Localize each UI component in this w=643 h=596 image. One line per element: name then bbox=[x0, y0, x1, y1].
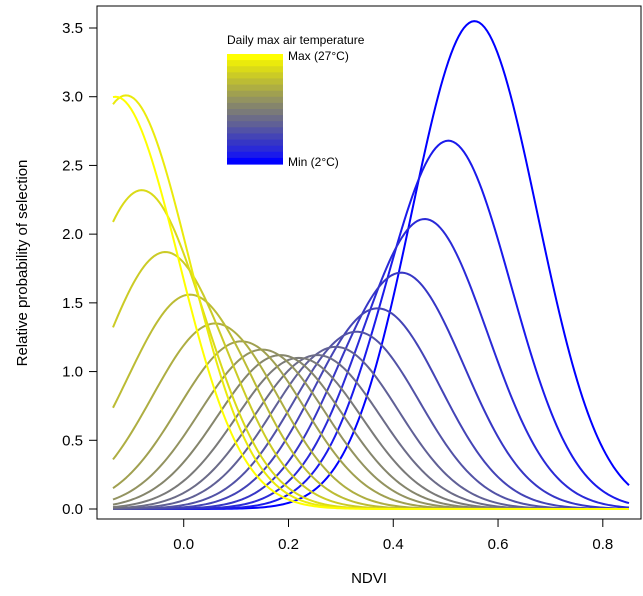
legend-band bbox=[227, 78, 283, 86]
legend-band bbox=[227, 121, 283, 128]
y-tick-label: 0.0 bbox=[62, 501, 83, 518]
y-axis: 0.0 0.5 1.0 1.5 2.0 2.5 3.0 3.5 bbox=[62, 20, 98, 518]
series-line-4 bbox=[113, 271, 630, 510]
legend-band bbox=[227, 133, 283, 141]
legend-band bbox=[227, 72, 283, 80]
series-line-18 bbox=[112, 95, 629, 510]
legend-band bbox=[227, 60, 283, 67]
y-tick-label: 3.0 bbox=[62, 89, 83, 106]
y-tick-label: 0.5 bbox=[62, 432, 83, 449]
legend-band bbox=[227, 127, 283, 135]
series-line-6 bbox=[112, 330, 630, 510]
x-tick-label: 0.8 bbox=[592, 536, 613, 553]
legend: Daily max air temperature Max (27°C) Min… bbox=[227, 33, 365, 169]
legend-band bbox=[227, 157, 283, 165]
x-axis: 0.0 0.2 0.4 0.6 0.8 bbox=[173, 518, 613, 553]
legend-band bbox=[227, 115, 283, 122]
y-tick-label: 1.5 bbox=[62, 295, 83, 312]
y-tick-label: 2.5 bbox=[62, 157, 83, 174]
legend-band bbox=[227, 109, 283, 116]
legend-band bbox=[227, 145, 283, 153]
legend-band bbox=[227, 84, 283, 92]
legend-band bbox=[227, 102, 283, 110]
legend-band bbox=[227, 54, 283, 61]
legend-band bbox=[227, 151, 283, 159]
legend-min-label: Min (2°C) bbox=[288, 155, 339, 169]
series-line-5 bbox=[113, 307, 630, 510]
y-tick-label: 2.0 bbox=[62, 226, 83, 243]
y-tick-label: 3.5 bbox=[62, 20, 83, 37]
legend-bands bbox=[227, 54, 283, 165]
x-tick-label: 0.4 bbox=[383, 536, 404, 553]
legend-band bbox=[227, 66, 283, 73]
legend-band bbox=[227, 96, 283, 104]
legend-max-label: Max (27°C) bbox=[288, 49, 349, 63]
y-axis-title: Relative probability of selection bbox=[14, 160, 31, 367]
x-tick-label: 0.2 bbox=[278, 536, 299, 553]
legend-title: Daily max air temperature bbox=[227, 33, 365, 47]
legend-band bbox=[227, 139, 283, 147]
series-lines bbox=[112, 20, 630, 510]
x-axis-title: NDVI bbox=[351, 570, 387, 587]
legend-band bbox=[227, 90, 283, 98]
x-tick-label: 0.0 bbox=[173, 536, 194, 553]
x-tick-label: 0.6 bbox=[488, 536, 509, 553]
y-tick-label: 1.0 bbox=[62, 364, 83, 381]
